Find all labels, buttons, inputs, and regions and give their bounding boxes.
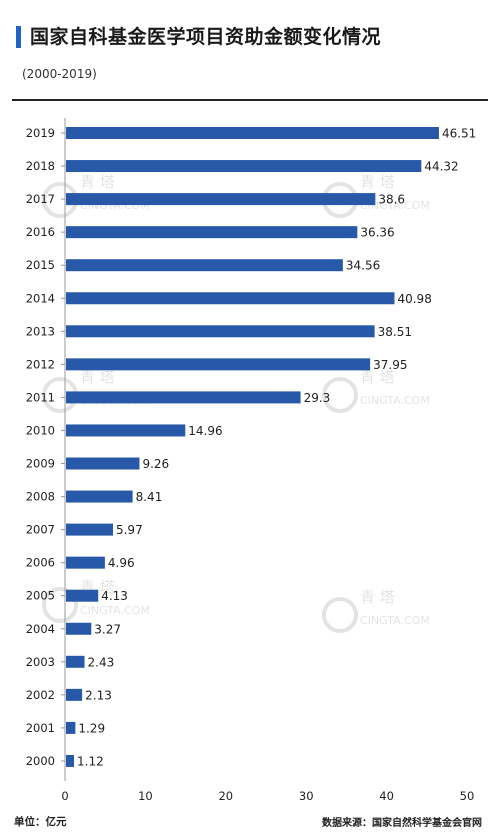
bar — [66, 589, 99, 602]
watermark-logo: 青 塔 CINGTA.COM — [320, 580, 450, 640]
data-label: 38.6 — [378, 193, 405, 207]
bar — [66, 523, 113, 536]
data-label: 40.98 — [397, 292, 431, 306]
bar — [66, 457, 140, 470]
data-label: 38.51 — [378, 325, 412, 339]
watermark-site: CINGTA.COM — [360, 199, 430, 212]
bar — [66, 622, 92, 635]
x-tick-label: 30 — [299, 789, 314, 803]
y-tick-label: 2013 — [26, 324, 55, 338]
data-label: 36.36 — [360, 226, 394, 240]
bar — [66, 754, 75, 767]
x-tick-label: 50 — [460, 789, 475, 803]
watermark-logo: 青 塔 CINGTA.COM — [320, 360, 450, 420]
y-tick-label: 2019 — [26, 126, 55, 140]
bar — [66, 325, 375, 338]
y-tick-label: 2015 — [26, 258, 55, 272]
data-label: 1.12 — [77, 754, 104, 768]
y-tick-label: 2001 — [26, 721, 55, 735]
data-label: 2.43 — [88, 655, 115, 669]
unit-label: 单位：亿元 — [14, 816, 67, 828]
source-label: 数据来源：国家自然科学基金会官网 — [322, 818, 482, 829]
watermark-name: 青 塔 — [360, 368, 395, 386]
bar — [66, 226, 358, 239]
data-label: 14.96 — [188, 424, 222, 438]
data-label: 44.32 — [424, 160, 458, 174]
y-tick-label: 2010 — [26, 423, 55, 437]
y-tick-label: 2016 — [26, 225, 55, 239]
bar — [66, 259, 343, 272]
bar — [66, 292, 395, 305]
x-tick-label: 40 — [379, 789, 394, 803]
y-tick-label: 2012 — [26, 357, 55, 371]
title-accent-bar — [16, 26, 21, 48]
data-label: 34.56 — [346, 259, 380, 273]
data-label: 4.96 — [108, 556, 135, 570]
data-label: 46.51 — [442, 127, 476, 141]
y-tick-label: 2000 — [26, 754, 55, 768]
y-tick-label: 2014 — [26, 291, 55, 305]
y-tick-label: 2005 — [26, 589, 55, 603]
watermark-name: 青 塔 — [80, 368, 115, 386]
y-tick-label: 2011 — [26, 390, 55, 404]
bar — [66, 160, 422, 173]
bar — [66, 556, 105, 569]
data-label: 37.95 — [373, 358, 407, 372]
y-tick-label: 2003 — [26, 655, 55, 669]
bar — [66, 127, 439, 139]
chart-title: 国家自科基金医学项目资助金额变化情况 — [30, 26, 382, 48]
x-tick-label: 10 — [138, 789, 153, 803]
data-label: 4.13 — [101, 589, 128, 603]
y-tick-label: 2004 — [26, 622, 55, 636]
bar — [66, 391, 301, 404]
data-label: 5.97 — [116, 523, 143, 537]
y-tick-label: 2007 — [26, 523, 55, 537]
bar — [66, 193, 376, 206]
bar — [66, 424, 186, 437]
bar — [66, 655, 85, 668]
y-tick-label: 2009 — [26, 457, 55, 471]
y-tick-label: 2002 — [26, 688, 55, 702]
data-label: 29.3 — [304, 391, 331, 405]
bar — [66, 688, 83, 701]
y-tick-label: 2006 — [26, 556, 55, 570]
data-label: 9.26 — [142, 457, 169, 471]
x-tick-label: 20 — [218, 789, 233, 803]
data-label: 8.41 — [136, 490, 163, 504]
bar — [66, 490, 133, 503]
x-tick-label: 0 — [61, 789, 68, 803]
y-tick-label: 2008 — [26, 490, 55, 504]
watermark-name: 青 塔 — [80, 173, 115, 191]
watermark-name: 青 塔 — [360, 588, 395, 606]
bar — [66, 358, 371, 371]
data-label: 2.13 — [85, 688, 112, 702]
title-divider — [12, 99, 488, 101]
data-label: 3.27 — [94, 622, 121, 636]
watermark-site: CINGTA.COM — [360, 614, 430, 627]
bar — [66, 721, 76, 734]
chart-subtitle: (2000-2019) — [22, 67, 97, 81]
watermark-name: 青 塔 — [360, 173, 395, 191]
watermark-site: CINGTA.COM — [80, 604, 150, 617]
watermark-site: CINGTA.COM — [360, 394, 430, 407]
y-tick-label: 2018 — [26, 159, 55, 173]
data-label: 1.29 — [78, 721, 105, 735]
y-tick-label: 2017 — [26, 192, 55, 206]
